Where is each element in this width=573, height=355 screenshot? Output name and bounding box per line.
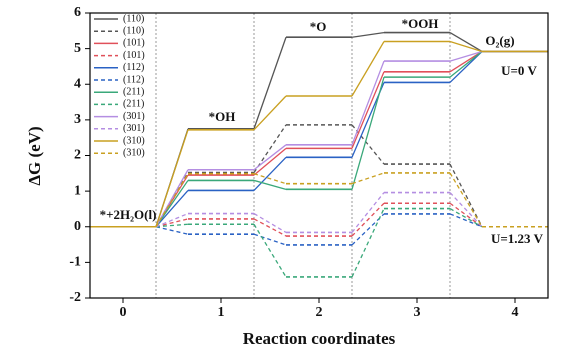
connector: [449, 50, 483, 73]
connector: [449, 32, 483, 53]
connector: [155, 226, 189, 235]
y-tick-label: 1: [74, 183, 81, 198]
connector: [253, 173, 287, 185]
connector: [449, 192, 483, 228]
connector: [449, 202, 483, 228]
connector: [449, 40, 483, 53]
x-tick-label: 0: [120, 305, 127, 320]
legend-label: (310): [123, 147, 145, 158]
connector: [449, 51, 483, 83]
connector: [253, 223, 287, 278]
connector: [449, 50, 483, 78]
legend-label: (112): [123, 74, 144, 85]
connector: [253, 213, 287, 234]
connector: [351, 41, 385, 97]
y-tick-label: 3: [74, 112, 81, 127]
connector: [253, 144, 287, 171]
annotation: *O: [310, 19, 327, 34]
x-tick-label: 1: [218, 305, 225, 320]
connector: [351, 172, 385, 185]
annotation: U=1.23 V: [491, 231, 544, 246]
plot-frame: [89, 12, 549, 299]
connector: [351, 60, 385, 146]
legend-label: (211): [123, 99, 144, 110]
y-tick-label: 0: [74, 219, 81, 234]
connector: [253, 218, 287, 237]
x-tick-label: 4: [512, 305, 519, 320]
legend-label: (301): [123, 111, 145, 122]
connector: [351, 192, 385, 233]
connector: [253, 124, 287, 173]
legend-label: (101): [123, 38, 145, 49]
legend-label: (310): [123, 135, 145, 146]
legend-label: (112): [123, 62, 144, 73]
legend-label: (211): [123, 86, 144, 97]
connector: [449, 208, 483, 228]
y-tick-label: 2: [74, 148, 81, 163]
connector: [253, 37, 287, 129]
y-tick-label: 5: [74, 41, 81, 56]
connector: [449, 163, 483, 228]
connector: [351, 76, 385, 190]
connector: [449, 50, 483, 62]
connector: [351, 208, 385, 278]
connector: [351, 71, 385, 149]
connector: [253, 179, 287, 190]
connector: [155, 189, 189, 228]
annotation: *OOH: [402, 16, 439, 31]
x-tick-label: 2: [316, 305, 323, 320]
connector: [351, 202, 385, 237]
connector: [155, 212, 189, 228]
y-axis-label: ΔG (eV): [25, 126, 44, 185]
legend-label: (301): [123, 123, 145, 134]
connector: [155, 173, 189, 228]
connector: [155, 223, 189, 228]
x-tick-label: 3: [414, 305, 421, 320]
legend-label: (110): [123, 25, 144, 36]
connector: [253, 95, 287, 131]
legend-label: (101): [123, 50, 145, 61]
x-axis-label: Reaction coordinates: [243, 329, 396, 348]
y-tick-label: -2: [69, 290, 81, 305]
y-tick-label: -1: [69, 255, 81, 270]
connector: [351, 31, 385, 38]
y-tick-label: 4: [74, 76, 81, 91]
connector: [449, 213, 483, 228]
connector: [155, 218, 189, 228]
annotation: O₂(g): [485, 33, 514, 48]
connector: [253, 156, 287, 191]
annotation: *+2H₂O(l): [100, 207, 157, 222]
connector: [155, 129, 189, 227]
annotation: *OH: [209, 109, 236, 124]
legend-label: (110): [123, 13, 144, 24]
y-tick-label: 6: [74, 5, 81, 20]
annotation: U=0 V: [501, 63, 537, 78]
connector: [253, 233, 287, 246]
connector: [253, 147, 287, 176]
connector: [449, 172, 483, 228]
